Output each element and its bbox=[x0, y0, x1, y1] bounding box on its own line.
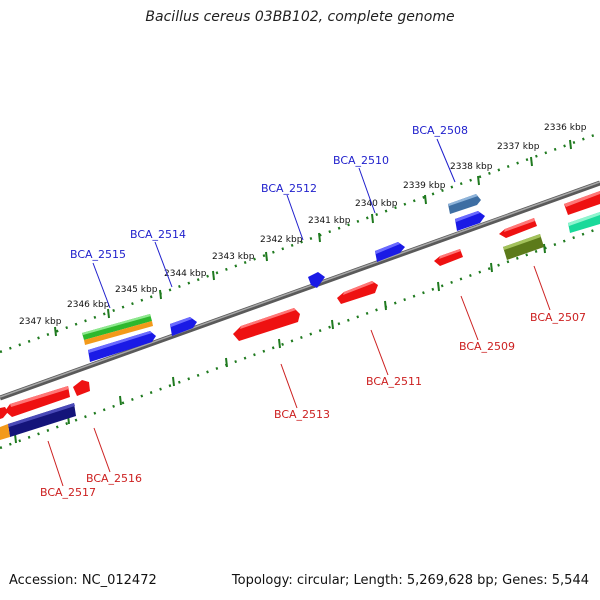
ruler-label: 2342 kbp bbox=[260, 235, 303, 245]
ruler-labels: 2347 kbp 2346 kbp 2345 kbp 2344 kbp 2343… bbox=[19, 123, 587, 327]
genome-backbone bbox=[0, 180, 600, 401]
gene-bca-2515[interactable] bbox=[88, 331, 156, 362]
ruler-label: 2337 kbp bbox=[497, 142, 540, 152]
ruler-label: 2345 kbp bbox=[115, 285, 158, 295]
gene-navy[interactable] bbox=[8, 403, 76, 437]
reverse-gene-labels: BCA_2517 BCA_2516 BCA_2513 BCA_2511 BCA_… bbox=[40, 311, 586, 499]
gene-orange[interactable] bbox=[84, 321, 153, 345]
genome-backbone-highlight bbox=[0, 181, 600, 398]
gene-label[interactable]: BCA_2510 bbox=[333, 154, 389, 167]
gene-bca-2509[interactable] bbox=[434, 249, 463, 266]
ruler-label: 2336 kbp bbox=[544, 123, 587, 133]
ruler-label: 2346 kbp bbox=[67, 300, 110, 310]
gene-label[interactable]: BCA_2513 bbox=[274, 408, 330, 421]
ruler-label: 2338 kbp bbox=[450, 162, 493, 172]
ruler-label: 2341 kbp bbox=[308, 216, 351, 226]
gene-bca-2508-steel[interactable] bbox=[448, 194, 481, 214]
reverse-genes bbox=[0, 218, 544, 440]
gene-bca-2516[interactable] bbox=[73, 380, 90, 396]
gene-bca-2507[interactable] bbox=[503, 234, 544, 260]
gene-label[interactable]: BCA_2507 bbox=[530, 311, 586, 324]
gene-label[interactable]: BCA_2509 bbox=[459, 340, 515, 353]
map-title: Bacillus cereus 03BB102, complete genome bbox=[145, 9, 455, 25]
accession-text: Accession: NC_012472 bbox=[9, 573, 157, 588]
forward-genes bbox=[0, 191, 600, 419]
gene-bca-2508[interactable] bbox=[455, 211, 485, 231]
ruler-label: 2339 kbp bbox=[403, 181, 446, 191]
gene-label[interactable]: BCA_2516 bbox=[86, 472, 142, 485]
upper-ruler-major-ticks bbox=[54, 139, 572, 337]
gene-bca-2513[interactable] bbox=[233, 308, 300, 341]
gene-label[interactable]: BCA_2514 bbox=[130, 228, 186, 241]
gene-bca-2517[interactable] bbox=[5, 386, 70, 417]
ruler-label: 2344 kbp bbox=[164, 269, 207, 279]
reverse-label-lines bbox=[47, 265, 551, 487]
gene-orange-edge[interactable] bbox=[0, 424, 10, 440]
gene-bca-2511[interactable] bbox=[337, 281, 378, 304]
gene-label[interactable]: BCA_2512 bbox=[261, 182, 317, 195]
gene-bca-2510[interactable] bbox=[375, 242, 405, 262]
forward-label-lines bbox=[92, 138, 456, 309]
gene-bca-2512[interactable] bbox=[308, 272, 325, 288]
gene-label[interactable]: BCA_2515 bbox=[70, 248, 126, 261]
ruler-label: 2347 kbp bbox=[19, 317, 62, 327]
ruler-label: 2340 kbp bbox=[355, 199, 398, 209]
gene-label[interactable]: BCA_2508 bbox=[412, 124, 468, 137]
ruler-label: 2343 kbp bbox=[212, 252, 255, 262]
topology-text: Topology: circular; Length: 5,269,628 bp… bbox=[231, 573, 589, 588]
gene-label[interactable]: BCA_2511 bbox=[366, 375, 422, 388]
forward-gene-labels: BCA_2515 BCA_2514 BCA_2512 BCA_2510 BCA_… bbox=[70, 124, 468, 261]
gene-label[interactable]: BCA_2517 bbox=[40, 486, 96, 499]
